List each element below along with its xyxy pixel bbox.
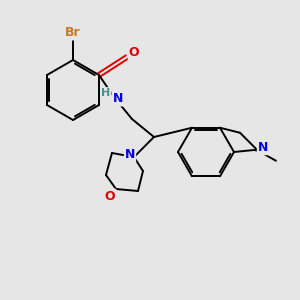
Text: N: N [125,148,135,161]
Text: Br: Br [65,26,81,40]
Text: O: O [129,46,139,59]
Text: N: N [258,141,268,154]
Text: O: O [105,190,115,202]
Text: N: N [113,92,123,106]
Text: H: H [101,88,111,98]
